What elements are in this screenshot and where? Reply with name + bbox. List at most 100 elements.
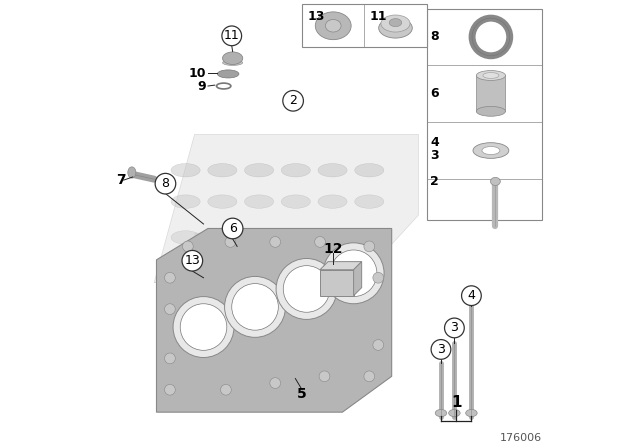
Bar	[232, 233, 253, 278]
Polygon shape	[320, 262, 362, 270]
Text: 3: 3	[437, 343, 445, 356]
Ellipse shape	[171, 164, 200, 177]
Ellipse shape	[379, 18, 412, 38]
Text: 1: 1	[451, 395, 461, 410]
Ellipse shape	[128, 167, 136, 178]
Circle shape	[323, 243, 384, 304]
Text: 6: 6	[228, 222, 237, 235]
Ellipse shape	[281, 164, 310, 177]
Ellipse shape	[223, 60, 243, 65]
Ellipse shape	[318, 231, 347, 244]
Ellipse shape	[316, 12, 351, 39]
Ellipse shape	[223, 52, 243, 65]
Ellipse shape	[208, 164, 237, 177]
Bar	[347, 233, 367, 278]
Circle shape	[222, 218, 243, 239]
Circle shape	[225, 276, 285, 337]
Text: 11: 11	[370, 10, 387, 23]
Text: 13: 13	[307, 10, 325, 23]
Text: 3: 3	[430, 148, 439, 162]
Ellipse shape	[490, 177, 500, 185]
Ellipse shape	[466, 409, 477, 417]
Ellipse shape	[449, 409, 460, 417]
Circle shape	[182, 250, 203, 271]
Ellipse shape	[473, 143, 509, 159]
Ellipse shape	[281, 195, 310, 208]
Text: 4: 4	[430, 136, 439, 149]
Polygon shape	[156, 228, 392, 412]
Circle shape	[445, 318, 464, 338]
Ellipse shape	[244, 195, 274, 208]
Ellipse shape	[171, 231, 200, 244]
Bar	[302, 4, 427, 47]
Bar	[476, 76, 506, 111]
Text: 9: 9	[197, 79, 205, 93]
Polygon shape	[353, 262, 362, 296]
Ellipse shape	[389, 18, 402, 26]
Circle shape	[364, 371, 374, 382]
Text: 7: 7	[116, 173, 125, 187]
Circle shape	[270, 237, 280, 247]
Text: 11: 11	[224, 29, 239, 43]
Circle shape	[232, 284, 278, 330]
Circle shape	[222, 26, 241, 46]
Bar	[427, 9, 541, 220]
Circle shape	[478, 24, 504, 49]
Ellipse shape	[482, 146, 500, 155]
Text: 2: 2	[430, 175, 439, 188]
Circle shape	[155, 173, 176, 194]
Circle shape	[164, 272, 175, 283]
Ellipse shape	[244, 231, 274, 244]
Ellipse shape	[244, 164, 274, 177]
Circle shape	[225, 237, 236, 247]
Ellipse shape	[318, 164, 347, 177]
Circle shape	[164, 304, 175, 314]
Circle shape	[180, 304, 227, 350]
Ellipse shape	[325, 19, 341, 32]
Circle shape	[164, 384, 175, 395]
Circle shape	[461, 286, 481, 306]
Ellipse shape	[355, 195, 384, 208]
Text: 2: 2	[289, 94, 297, 108]
Circle shape	[373, 340, 383, 350]
Ellipse shape	[355, 164, 384, 177]
Ellipse shape	[208, 231, 237, 244]
Text: 4: 4	[467, 289, 476, 302]
Circle shape	[276, 258, 337, 319]
Text: 5: 5	[297, 387, 307, 401]
Ellipse shape	[381, 15, 410, 32]
Text: 176006: 176006	[500, 433, 541, 443]
Circle shape	[319, 371, 330, 382]
Ellipse shape	[476, 70, 506, 80]
Ellipse shape	[218, 70, 239, 78]
Circle shape	[182, 241, 193, 252]
Circle shape	[364, 241, 374, 252]
Text: 8: 8	[430, 30, 439, 43]
Ellipse shape	[355, 231, 384, 244]
Bar	[195, 233, 214, 278]
Circle shape	[330, 250, 377, 297]
Circle shape	[284, 266, 330, 312]
Circle shape	[173, 297, 234, 358]
Bar	[320, 270, 353, 296]
Text: 8: 8	[161, 177, 170, 190]
Circle shape	[315, 237, 325, 247]
Bar	[271, 233, 291, 278]
Bar	[308, 233, 329, 278]
Circle shape	[283, 90, 303, 111]
Ellipse shape	[435, 409, 447, 417]
Text: 3: 3	[451, 321, 458, 335]
Text: 10: 10	[188, 67, 205, 80]
Circle shape	[164, 353, 175, 364]
Ellipse shape	[476, 107, 506, 116]
Text: 12: 12	[324, 241, 343, 256]
Text: 13: 13	[184, 254, 200, 267]
Circle shape	[431, 340, 451, 359]
Text: 6: 6	[430, 87, 439, 100]
Ellipse shape	[483, 73, 499, 78]
Polygon shape	[154, 134, 419, 323]
Ellipse shape	[318, 195, 347, 208]
Circle shape	[221, 384, 231, 395]
Circle shape	[270, 378, 280, 388]
Ellipse shape	[281, 231, 310, 244]
